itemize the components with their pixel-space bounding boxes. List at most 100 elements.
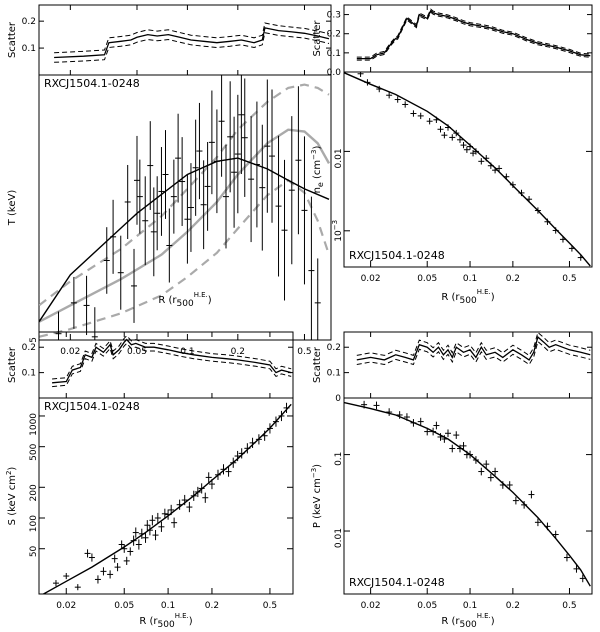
data-point	[445, 429, 452, 438]
data-point	[83, 275, 90, 336]
data-point	[202, 492, 209, 503]
envelope-high-curve	[39, 83, 330, 307]
xtick-label: 0.05	[417, 274, 437, 284]
scatter-ytick-label: 0.3	[327, 11, 341, 21]
data-point	[528, 490, 535, 499]
data-point	[449, 444, 456, 453]
data-point	[453, 431, 460, 439]
main-frame-S	[38, 397, 294, 595]
scatter-ylabel-P: Scatter	[312, 346, 323, 383]
scatter-line-P	[356, 335, 591, 361]
panel-ne: 0.0 0.1 0.2 0.3 Scatter 0.02 0.05 0.1 0.2 0.5 0.01…	[310, 4, 593, 306]
data-point	[308, 196, 315, 340]
plot-area-P	[344, 400, 591, 587]
data-point	[457, 136, 464, 143]
data-point	[170, 159, 177, 234]
scatter-upper-band-P	[356, 331, 591, 357]
data-point	[200, 160, 207, 250]
xtick-label: 0.05	[114, 601, 134, 611]
scatter-lower-band-T	[54, 32, 330, 63]
scatter-line-T	[54, 27, 330, 59]
data-point	[100, 567, 107, 576]
xtick-label: 0.1	[463, 274, 477, 284]
scatter-frame-T	[38, 4, 332, 76]
xtick-label: 0.5	[562, 601, 576, 611]
scatter-ytick-label: 0.2	[327, 30, 341, 40]
data-point	[264, 79, 271, 213]
ytick-label: 100	[29, 515, 39, 532]
scatter-ytick-label: 0.1	[327, 369, 341, 379]
scatter-ylabel-S: Scatter	[7, 346, 18, 383]
data-point	[259, 124, 266, 251]
plot-area-T	[39, 75, 331, 340]
source-label-P: RXCJ1504.1-0248	[349, 576, 445, 589]
data-point	[357, 72, 364, 77]
data-point	[74, 584, 81, 591]
ytick-label: 0.1	[334, 452, 344, 466]
data-point	[175, 113, 182, 203]
data-point	[241, 78, 248, 197]
data-point	[63, 572, 70, 580]
data-point	[162, 130, 169, 219]
data-point	[135, 539, 142, 550]
data-point	[147, 121, 154, 210]
data-point	[295, 86, 302, 235]
scatter-ytick-label: 0.0	[327, 68, 342, 78]
data-point	[111, 554, 118, 563]
ylabel-T: T (keV)	[7, 190, 18, 227]
scatter-upper-band-T	[54, 22, 330, 54]
data-point	[269, 89, 276, 223]
xtick-label: 0.1	[463, 601, 477, 611]
data-point	[150, 187, 157, 277]
data-point	[117, 235, 124, 310]
data-point	[496, 165, 503, 172]
model-curve-P	[344, 401, 591, 587]
data-point	[483, 460, 490, 468]
data-point	[394, 96, 401, 103]
ylabel-S: S (keV cm2)	[5, 467, 18, 526]
xtick-label: 0.1	[180, 347, 194, 357]
data-point	[227, 81, 234, 193]
data-point	[231, 116, 238, 228]
data-point	[417, 417, 424, 426]
data-point	[107, 570, 114, 579]
scatter-ytick-label: 0.1	[327, 49, 341, 59]
data-point	[373, 401, 380, 410]
xtick-label: 0.5	[297, 347, 311, 357]
data-point	[55, 311, 62, 340]
data-point	[478, 158, 485, 165]
data-point	[506, 481, 513, 489]
xtick-label: 0.5	[562, 274, 576, 284]
xtick-label: 0.5	[263, 601, 277, 611]
data-point	[136, 159, 143, 234]
source-label-T: RXCJ1504.1-0248	[44, 77, 140, 90]
scatter-line-S	[52, 338, 292, 384]
xtick-label: 0.2	[506, 274, 520, 284]
data-point	[441, 132, 448, 139]
data-point	[149, 515, 156, 526]
plot-area-S	[42, 402, 292, 594]
scatter-ytick-label: 0.1	[22, 369, 36, 379]
data-point	[314, 258, 321, 340]
data-point	[192, 119, 199, 216]
xtick-label: 0.05	[127, 347, 147, 357]
data-point	[238, 75, 245, 174]
data-point	[184, 174, 191, 264]
data-point	[204, 142, 211, 231]
data-point	[118, 540, 125, 549]
data-point	[402, 101, 409, 108]
scatter-ytick-label: 0.1	[22, 44, 36, 54]
scatter-ylabel-ne: Scatter	[312, 20, 323, 57]
data-point	[563, 553, 570, 562]
xlabel-T: R (r500H.E.)	[158, 291, 211, 309]
data-point	[386, 92, 393, 99]
data-point	[142, 176, 149, 266]
data-point	[166, 208, 173, 283]
data-point	[103, 227, 110, 294]
model-curve-ne	[344, 72, 591, 267]
data-point	[512, 496, 519, 505]
scatter-ytick-label: 0.2	[327, 343, 341, 353]
main-frame-T	[38, 74, 332, 341]
data-point	[158, 147, 165, 236]
